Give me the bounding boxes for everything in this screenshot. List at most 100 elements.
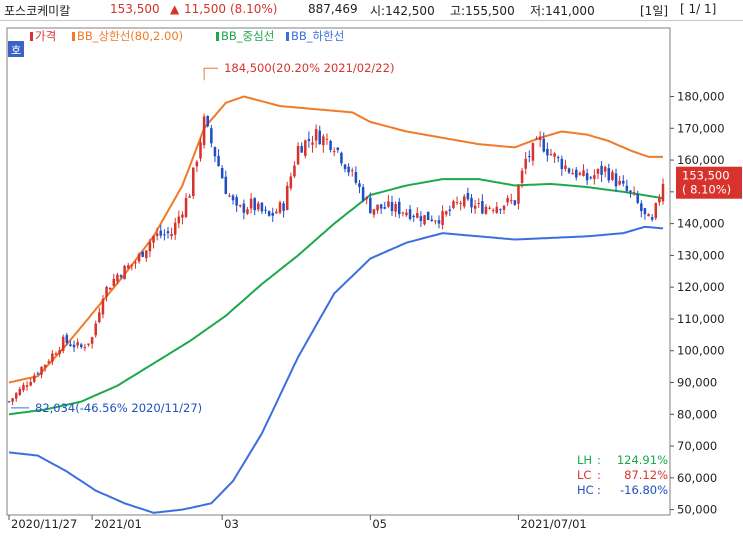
x-tick-label: 2020/11/27 <box>11 517 77 531</box>
candle-body <box>416 212 419 218</box>
candle-body <box>369 197 372 214</box>
candle-body <box>379 204 383 209</box>
candle-body <box>137 253 141 262</box>
candle-body <box>582 170 585 177</box>
legend-label: 가격 <box>35 29 56 43</box>
candle-body <box>90 337 94 344</box>
candle-body <box>314 129 318 141</box>
candle-body <box>69 344 72 347</box>
candle-body <box>318 130 322 145</box>
candle-body <box>448 209 452 211</box>
y-tick-label: 180,000 <box>677 90 725 104</box>
candle-body <box>76 342 79 346</box>
x-tick-label: 2021/07/01 <box>520 517 586 531</box>
candle-body <box>58 350 61 355</box>
candle-body <box>567 168 571 173</box>
candle-body <box>101 298 105 315</box>
price-change: 11,500 <box>184 2 226 16</box>
legend-label: BB_상한선(80,2.00) <box>77 29 183 43</box>
candle-body <box>98 312 101 323</box>
candle-body <box>181 214 184 218</box>
candle-body <box>528 156 531 158</box>
y-tick-label: 70,000 <box>677 439 717 453</box>
candle-body <box>401 212 405 214</box>
candle-body <box>347 166 350 173</box>
candle-body <box>278 202 282 213</box>
price-chart: 호 가격 BB_상한선(80,2.00) BB_중심선 BB_하한선 180,000 170… <box>6 27 742 531</box>
stat-value: -16.80% <box>620 483 668 497</box>
legend-swatch <box>30 32 33 41</box>
candle-body <box>470 197 473 208</box>
candle-body <box>300 146 303 153</box>
legend-handle-label: 호 <box>11 44 21 57</box>
last-price-value: 153,500 <box>682 169 730 183</box>
candle-body <box>354 171 358 183</box>
candle-body <box>542 138 546 152</box>
y-tick-label: 120,000 <box>677 280 725 294</box>
candle-body <box>152 235 155 243</box>
candle-body <box>282 203 285 211</box>
plot-area <box>6 27 671 516</box>
candle-body <box>361 187 365 201</box>
stat-colon: : <box>597 468 601 482</box>
candle-body <box>246 209 249 214</box>
candle-body <box>643 208 647 215</box>
legend-label: BB_하한선 <box>291 29 344 43</box>
low-price: 저:141,000 <box>530 4 595 18</box>
y-tick-label: 60,000 <box>677 471 717 485</box>
candle-body <box>473 205 477 209</box>
candle-body <box>452 201 455 209</box>
candle-body <box>220 168 224 179</box>
bb-upper-line <box>8 95 663 384</box>
candle-body <box>311 142 314 145</box>
stat-label: LC <box>577 468 591 482</box>
y-tick-label: 100,000 <box>677 344 725 358</box>
y-tick-label: 90,000 <box>677 376 717 390</box>
candle-body <box>426 211 430 221</box>
candle-body <box>166 231 170 234</box>
candle-body <box>658 198 661 203</box>
stat-value: 124.91% <box>617 453 668 467</box>
candle-body <box>553 153 556 157</box>
candle-body <box>325 138 329 140</box>
y-tick-label: 80,000 <box>677 407 717 421</box>
candle-body <box>130 264 134 266</box>
candle-body <box>593 175 596 179</box>
candle-body <box>83 347 87 349</box>
candle-body <box>105 286 108 297</box>
candle-body <box>51 353 54 362</box>
candle-body <box>372 209 376 215</box>
legend-swatch <box>216 32 219 41</box>
candle-body <box>390 202 394 212</box>
candle-body <box>387 201 390 207</box>
period-selector[interactable]: [1일] <box>640 4 669 18</box>
candle-body <box>253 198 256 211</box>
candle-body <box>29 382 32 386</box>
candle-body <box>607 168 611 181</box>
candle-body <box>535 138 538 140</box>
candle-body <box>358 183 361 188</box>
candle-body <box>249 198 253 209</box>
candle-body <box>307 139 311 141</box>
candle-body <box>22 384 25 391</box>
candle-body <box>441 211 444 225</box>
candle-body <box>383 207 387 209</box>
candle-body <box>159 230 163 236</box>
candle-body <box>455 202 459 204</box>
candle-body <box>213 146 217 157</box>
candle-body <box>293 165 296 177</box>
candle-body <box>517 185 520 204</box>
candle-body <box>636 193 639 203</box>
low-annotation: 82,034(-46.56% 2020/11/27) <box>35 401 202 415</box>
last-price-pct: ( 8.10%) <box>682 183 731 197</box>
candle-body <box>629 190 632 193</box>
candle-body <box>33 375 36 382</box>
candle-body <box>632 192 636 194</box>
candle-body <box>18 388 22 395</box>
candle-body <box>575 169 578 178</box>
candle-body <box>217 155 220 167</box>
candle-body <box>267 211 271 216</box>
candle-body <box>488 207 491 209</box>
candle-body <box>603 166 607 172</box>
candle-body <box>228 195 231 197</box>
